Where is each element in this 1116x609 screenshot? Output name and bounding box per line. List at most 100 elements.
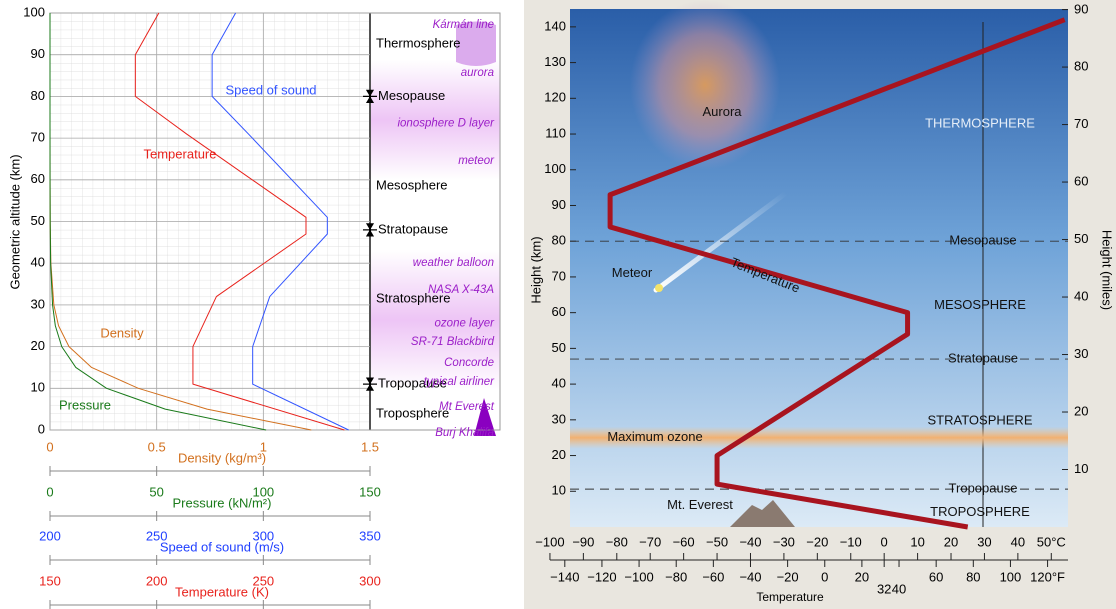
boundary-label: Stratopause — [378, 221, 448, 236]
x-tick-label: −10 — [840, 534, 862, 549]
phenomenon-label: SR-71 Blackbird — [411, 336, 495, 348]
phenomenon-label: Kármán line — [433, 19, 494, 31]
layer-label: Troposphere — [376, 406, 449, 421]
x-tick-label: 350 — [359, 528, 381, 543]
y-tick-label: 60 — [552, 304, 566, 319]
y-tick-label: 70 — [31, 130, 45, 145]
layer-label: STRATOSPHERE — [928, 412, 1033, 427]
x-tick-label: 100 — [252, 484, 274, 499]
x-tick-label: −50 — [706, 534, 728, 549]
x-tick-label: 300 — [359, 573, 381, 588]
x-tick-label: 50 — [149, 484, 163, 499]
x2-tick-label: −120 — [587, 569, 616, 584]
y-tick-label: 90 — [552, 197, 566, 212]
y-tick-label: 40 — [552, 376, 566, 391]
y2-tick-label: 30 — [1074, 346, 1088, 361]
phenomenon-label: Concorde — [444, 357, 494, 369]
x2-tick-label: −140 — [550, 569, 579, 584]
layer-label: Thermosphere — [376, 36, 461, 51]
y-tick-label: 30 — [31, 296, 45, 311]
series-label: Temperature — [144, 146, 217, 161]
annotation: Aurora — [702, 104, 742, 119]
y-tick-label: 140 — [544, 18, 566, 33]
x-axis-title: Temperature (K) — [175, 584, 269, 599]
x-tick-label: −80 — [606, 534, 628, 549]
data-line — [49, 13, 267, 431]
phenomenon-label: Mt Everest — [439, 401, 495, 413]
band — [370, 250, 500, 390]
layer-label: MESOSPHERE — [934, 297, 1026, 312]
y-tick-label: 50 — [31, 213, 45, 228]
boundary-label: Tropopause — [949, 481, 1018, 496]
phenomenon-label: ionosphere D layer — [397, 117, 495, 129]
boundary-marker — [363, 89, 377, 103]
boundary-marker — [363, 377, 377, 391]
x-axis-title: Speed of sound (m/s) — [160, 539, 284, 554]
x-tick-label: 250 — [252, 573, 274, 588]
x-tick-label: 1.5 — [361, 439, 379, 454]
x2-tick-label: −80 — [665, 569, 687, 584]
mountain-icon — [474, 398, 496, 436]
series-label: Speed of sound — [225, 82, 316, 97]
y2-tick-label: 10 — [1074, 461, 1088, 476]
y-tick-label: 80 — [31, 88, 45, 103]
phenomenon-label: typical airliner — [424, 376, 495, 388]
x2-tick-label: 32 — [877, 581, 891, 596]
y-tick-label: 40 — [31, 255, 45, 270]
data-line — [211, 12, 349, 431]
layer-label: TROPOSPHERE — [930, 504, 1030, 519]
x2-tick-label: 80 — [966, 569, 980, 584]
aurora-glow — [630, 0, 780, 170]
x2-tick-label: 20 — [855, 569, 869, 584]
annotation: Mt. Everest — [667, 497, 733, 512]
boundary-marker — [363, 223, 377, 237]
y2-tick-label: 70 — [1074, 116, 1088, 131]
x2-tick-label: 60 — [929, 569, 943, 584]
x-tick-label: −70 — [639, 534, 661, 549]
ozone-band — [570, 426, 1068, 449]
y-tick-label: 130 — [544, 54, 566, 69]
x-tick-label: 40 — [1011, 534, 1025, 549]
phenomenon-label: ozone layer — [435, 317, 496, 329]
x2-tick-label: 0 — [821, 569, 828, 584]
y-tick-label: 50 — [552, 340, 566, 355]
x-axis-title: Density (kg/m³) — [178, 450, 266, 465]
x-tick-label: 30 — [977, 534, 991, 549]
y-tick-label: 120 — [544, 90, 566, 105]
x2-tick-label: −20 — [777, 569, 799, 584]
x-axis-title: Temperature — [756, 590, 824, 604]
y-axis-title: Height (km) — [528, 236, 543, 303]
phenomenon-label: Burj Khalifa — [435, 427, 494, 439]
y-tick-label: 20 — [552, 447, 566, 462]
series-label: Density — [100, 325, 144, 340]
x2-tick-label: −100 — [624, 569, 653, 584]
x-tick-label: 20 — [944, 534, 958, 549]
y-axis-title: Geometric altitude (km) — [7, 154, 22, 289]
y-tick-label: 100 — [23, 4, 45, 19]
band — [370, 60, 500, 180]
x-tick-label: 0 — [46, 484, 53, 499]
mountain — [730, 500, 795, 527]
y-tick-label: 110 — [545, 125, 566, 140]
y-tick-label: 70 — [552, 268, 566, 283]
y-tick-label: 10 — [31, 380, 45, 395]
data-line — [134, 12, 345, 431]
aurora-curtain — [456, 21, 496, 66]
x-tick-label: −30 — [773, 534, 795, 549]
phenomenon-label: meteor — [458, 155, 495, 167]
x-tick-label: −20 — [806, 534, 828, 549]
y-tick-label: 90 — [31, 46, 45, 61]
x2-tick-label: −40 — [739, 569, 761, 584]
annotation: Maximum ozone — [607, 429, 702, 444]
y-tick-label: 10 — [552, 483, 566, 498]
y2-tick-label: 60 — [1074, 173, 1088, 188]
x-tick-label: −40 — [739, 534, 761, 549]
boundary-label: Mesopause — [949, 233, 1016, 248]
series-label: Pressure — [59, 397, 111, 412]
layer-label: THERMOSPHERE — [925, 115, 1035, 130]
y2-tick-label: 90 — [1074, 1, 1088, 16]
x-tick-label: 250 — [146, 528, 168, 543]
y-tick-label: 100 — [544, 161, 566, 176]
data-line — [607, 17, 1066, 530]
